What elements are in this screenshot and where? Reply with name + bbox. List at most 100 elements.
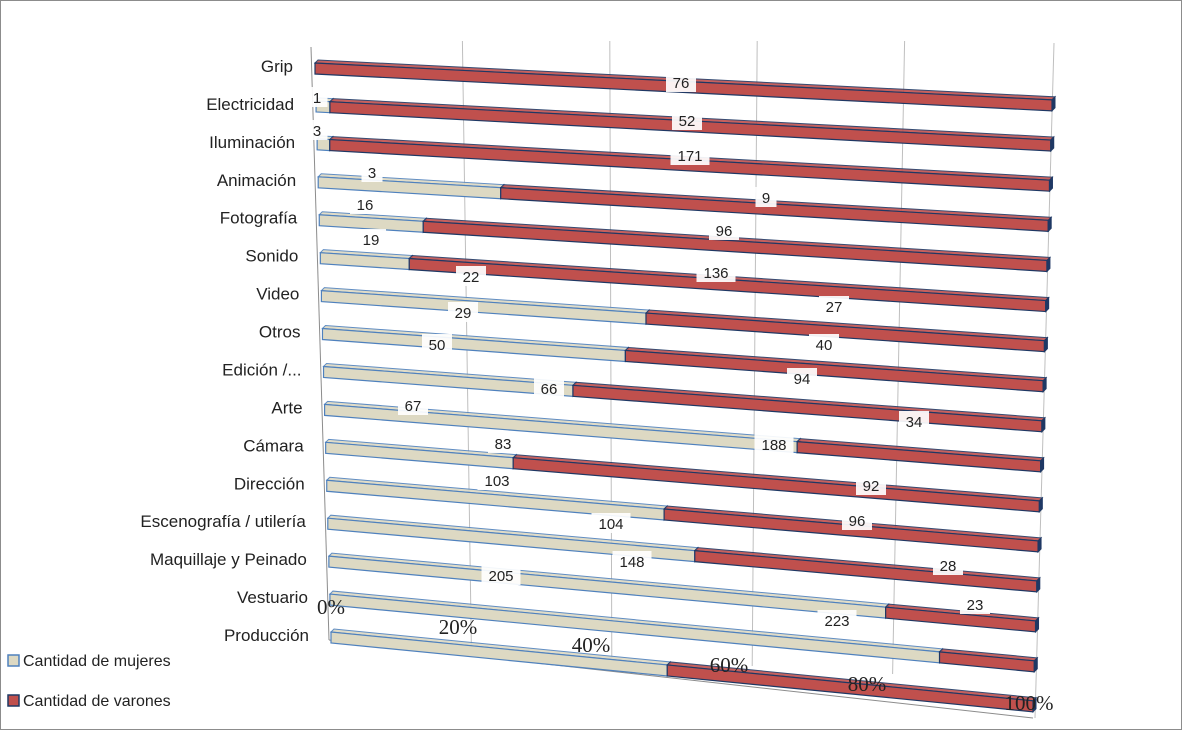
svg-text:3: 3 [313,123,321,140]
bar-mujeres [329,628,672,678]
category-label: Producción [224,626,309,645]
data-label-varones: 92 [856,475,886,495]
svg-text:67: 67 [405,398,422,415]
legend-swatch [7,654,20,667]
svg-text:96: 96 [716,223,733,240]
bar-mujeres [321,325,630,363]
data-labels: 76 1 52 3 171 3 9 16 96 19 136 22 27 29 40 50 94 66 34 67 18… [306,72,990,630]
bar-mujeres [320,287,651,326]
svg-text:23: 23 [967,597,984,614]
data-label-mujeres: 104 [591,513,631,533]
svg-text:205: 205 [488,568,513,585]
data-label-mujeres: 148 [612,551,652,571]
data-label-mujeres: 67 [398,395,428,415]
legend-label: Cantidad de mujeres [23,653,171,670]
bar-varones [693,547,1041,594]
tick-label: 80% [848,672,887,696]
svg-text:52: 52 [679,113,696,130]
svg-text:76: 76 [673,75,690,92]
data-label-varones: 40 [809,334,839,354]
svg-text:34: 34 [906,414,923,431]
bar-varones [666,661,1038,714]
data-label-mujeres: 3 [306,120,328,140]
category-label: Escenografía / utilería [140,512,306,531]
svg-text:3: 3 [368,165,376,182]
legend-swatch [7,694,20,707]
svg-text:148: 148 [619,554,644,571]
category-axis [310,46,330,641]
svg-text:171: 171 [677,148,702,165]
category-labels: Grip Electricidad Iluminación Animación Foto… [140,57,309,645]
bar-varones [624,346,1048,393]
svg-text:96: 96 [849,513,866,530]
data-label-mujeres: 1 [306,87,328,107]
data-label-varones: 188 [754,434,794,454]
tick-label: 60% [710,653,749,677]
svg-text:136: 136 [703,265,728,282]
category-label: Sonido [245,247,298,266]
bar-varones [644,309,1049,353]
svg-text:22: 22 [463,269,480,286]
category-label: Maquillaje y Peinado [150,550,307,569]
data-label-varones: 94 [787,368,817,388]
bar-mujeres [322,362,578,398]
category-label: Fotografía [220,209,298,228]
category-label: Otros [259,323,301,342]
category-label: Electricidad [206,95,294,114]
data-label-mujeres: 50 [422,334,452,354]
legend-item: Cantidad de mujeres [7,653,171,670]
svg-text:19: 19 [363,232,380,249]
bar-mujeres [317,173,505,200]
svg-text:83: 83 [495,436,512,453]
category-label: Dirección [234,474,305,493]
data-label-varones: 76 [666,72,696,92]
svg-text:104: 104 [598,516,623,533]
tick-label: 40% [572,633,611,657]
data-label-varones: 171 [670,145,710,165]
data-label-varones: 27 [819,296,849,316]
data-label-varones: 96 [709,220,739,240]
bar-varones [796,438,1045,474]
legend: Cantidad de mujeres Cantidad de varones [7,653,171,710]
svg-text:16: 16 [357,197,374,214]
bar-mujeres [319,249,414,271]
svg-text:9: 9 [762,190,770,207]
tick-label: 100% [1005,691,1054,715]
svg-text:66: 66 [541,381,558,398]
category-label: Vestuario [237,588,308,607]
svg-text:28: 28 [940,558,957,575]
svg-text:103: 103 [484,473,509,490]
svg-text:223: 223 [824,613,849,630]
data-label-mujeres: 66 [534,378,564,398]
svg-text:94: 94 [794,371,811,388]
category-label: Cámara [243,436,304,455]
data-label-varones: 223 [817,610,857,630]
data-label-mujeres: 16 [350,194,380,214]
svg-text:1: 1 [313,90,321,107]
data-label-varones: 23 [960,594,990,614]
tick-labels: 0% 20% 40% 60% 80% 100% [317,595,1054,715]
category-label: Arte [271,398,302,417]
category-label: Video [256,285,299,304]
bar-mujeres [324,438,518,470]
legend-item: Cantidad de varones [7,693,171,710]
category-label: Iluminación [209,133,295,152]
svg-text:188: 188 [761,437,786,454]
data-label-varones: 34 [899,411,929,431]
data-label-varones: 28 [933,555,963,575]
legend-label: Cantidad de varones [23,693,171,710]
svg-text:29: 29 [455,305,472,322]
data-label-mujeres: 83 [488,433,518,453]
bar-varones [938,648,1039,674]
bar-varones [571,381,1046,433]
category-label: Edición /... [222,360,301,379]
svg-text:92: 92 [863,478,880,495]
data-label-mujeres: 3 [361,162,383,182]
data-label-varones: 136 [696,262,736,282]
tick-label: 0% [317,595,345,619]
data-label-varones: 96 [842,510,872,530]
svg-text:50: 50 [429,337,446,354]
data-label-varones: 9 [755,187,777,207]
